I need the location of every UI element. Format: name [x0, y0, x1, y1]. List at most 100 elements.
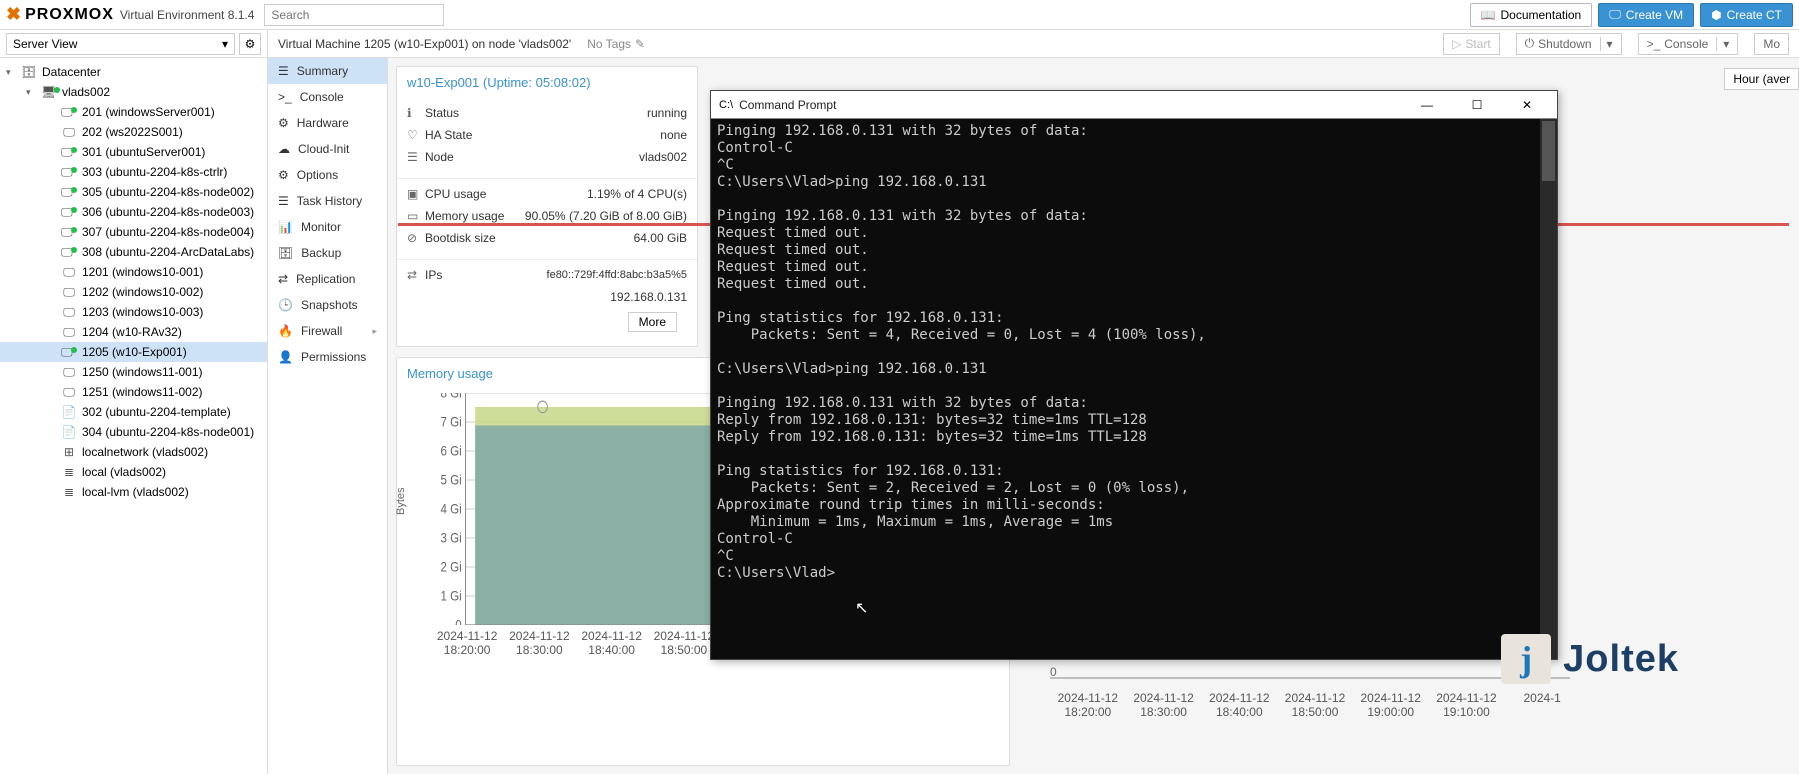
tree-item[interactable]: 🖵201 (windowsServer001)	[0, 102, 267, 122]
sidebar-item[interactable]: ⇄Replication	[268, 266, 387, 292]
sidebar-item[interactable]: ☁Cloud-Init	[268, 136, 387, 162]
breadcrumb: Virtual Machine 1205 (w10-Exp001) on nod…	[278, 37, 571, 51]
sidebar-item[interactable]: 🗄Backup	[268, 240, 387, 266]
sidebar-icon: ☁	[278, 142, 290, 156]
tree-item[interactable]: ≣local-lvm (vlads002)	[0, 482, 267, 502]
tree-item[interactable]: 🖵1204 (w10-RAv32)	[0, 322, 267, 342]
tree-item[interactable]: ≣local (vlads002)	[0, 462, 267, 482]
x-tick: 2024-11-1218:30:00	[1126, 691, 1202, 720]
tags-edit[interactable]: No Tags ✎	[587, 37, 645, 51]
cmd-scrollbar[interactable]	[1540, 119, 1557, 659]
tree-item-label: 1203 (windows10-003)	[82, 305, 203, 319]
tree-item[interactable]: 🖵1251 (windows11-002)	[0, 382, 267, 402]
settings-button[interactable]: ⚙	[239, 33, 261, 55]
sidebar-icon: ⚙	[278, 168, 289, 182]
tree-item[interactable]: 🖵305 (ubuntu-2204-k8s-node002)	[0, 182, 267, 202]
tree-item[interactable]: 🖵 308 (ubuntu-2204-ArcDataLabs)	[0, 242, 267, 262]
tree-item-label: 308 (ubuntu-2204-ArcDataLabs)	[82, 245, 254, 259]
sidebar-item-label: Monitor	[301, 220, 341, 234]
shutdown-label: Shutdown	[1538, 37, 1591, 51]
tree-item-label: 1250 (windows11-001)	[82, 365, 203, 379]
terminal-icon: >_	[1647, 37, 1661, 51]
node-icon: ⊞	[61, 445, 77, 459]
close-button[interactable]: ✕	[1505, 91, 1549, 119]
summary-panel: w10-Exp001 (Uptime: 05:08:02) ℹStatusrun…	[396, 66, 698, 347]
tree-item[interactable]: ▾🖥vlads002	[0, 82, 267, 102]
tree-item[interactable]: 🖵301 (ubuntuServer001)	[0, 142, 267, 162]
sidebar-item[interactable]: ⚙Options	[268, 162, 387, 188]
chevron-down-icon: ▾	[1600, 37, 1613, 51]
tree-item[interactable]: 🖵 1250 (windows11-001)	[0, 362, 267, 382]
sidebar-item[interactable]: 📊Monitor	[268, 214, 387, 240]
tree-item-label: vlads002	[62, 85, 110, 99]
tree-item[interactable]: 🖵307 (ubuntu-2204-k8s-node004)	[0, 222, 267, 242]
tree-item-label: 1251 (windows11-002)	[82, 385, 203, 399]
toolbar-row: Server View ▾ ⚙ Virtual Machine 1205 (w1…	[0, 30, 1799, 58]
tree-item[interactable]: 🖵 1203 (windows10-003)	[0, 302, 267, 322]
row-label: Memory usage	[425, 209, 515, 223]
sidebar-item[interactable]: 👤Permissions	[268, 344, 387, 370]
svg-text:3 Gi: 3 Gi	[440, 530, 461, 546]
node-icon: 🖵	[61, 245, 77, 260]
time-range-label: Hour (aver	[1733, 72, 1790, 86]
time-range-selector[interactable]: Hour (aver	[1724, 68, 1799, 90]
tree-item-label: local (vlads002)	[82, 465, 166, 479]
scroll-thumb[interactable]	[1542, 121, 1555, 181]
tree-item-label: 307 (ubuntu-2204-k8s-node004)	[82, 225, 254, 239]
cmd-titlebar[interactable]: C:\ Command Prompt ― ☐ ✕	[711, 91, 1557, 119]
sidebar-icon: ☰	[278, 194, 289, 208]
logo-icon: ✖	[6, 4, 21, 25]
x-tick: 2024-11-1218:50:00	[1277, 691, 1353, 720]
more-label: Mo	[1763, 37, 1780, 51]
search-input[interactable]	[264, 4, 444, 26]
tree-item-label: 1204 (w10-RAv32)	[82, 325, 182, 339]
tree-item[interactable]: 🖵1205 (w10-Exp001)	[0, 342, 267, 362]
console-label: Console	[1664, 37, 1708, 51]
tree-item-label: 201 (windowsServer001)	[82, 105, 215, 119]
tree-item[interactable]: 🖵202 (ws2022S001)	[0, 122, 267, 142]
node-icon: 🖵	[61, 305, 77, 320]
sidebar-icon: ⇄	[278, 272, 288, 286]
sidebar-item-label: Permissions	[301, 350, 366, 364]
more-button[interactable]: Mo	[1754, 33, 1789, 55]
sidebar-item[interactable]: 🔥Firewall▸	[268, 318, 387, 344]
command-prompt-window[interactable]: C:\ Command Prompt ― ☐ ✕ Pinging 192.168…	[710, 90, 1558, 660]
shutdown-button[interactable]: ⏻ Shutdown ▾	[1516, 33, 1622, 55]
start-button[interactable]: ▷ Start	[1443, 33, 1500, 55]
tree-item[interactable]: 🖵1201 (windows10-001)	[0, 262, 267, 282]
resource-tree[interactable]: ▾🗄Datacenter▾🖥vlads002🖵201 (windowsServe…	[0, 58, 268, 774]
sidebar-item[interactable]: ☰Task History	[268, 188, 387, 214]
sidebar-item[interactable]: ☰Summary	[268, 58, 387, 84]
tree-item[interactable]: 🖵1202 (windows10-002)	[0, 282, 267, 302]
view-selector[interactable]: Server View ▾	[6, 33, 235, 55]
more-ips-button[interactable]: More	[628, 312, 677, 332]
tree-item[interactable]: ⊞ localnetwork (vlads002)	[0, 442, 267, 462]
tree-header: Server View ▾ ⚙	[0, 30, 268, 58]
documentation-button[interactable]: 📖 Documentation	[1470, 3, 1593, 27]
svg-text:7 Gi: 7 Gi	[440, 414, 461, 430]
tree-item[interactable]: 📄304 (ubuntu-2204-k8s-node001)	[0, 422, 267, 442]
tree-item[interactable]: ▾🗄Datacenter	[0, 62, 267, 82]
node-icon: 🖵	[61, 345, 77, 360]
console-button[interactable]: >_ Console ▾	[1638, 33, 1739, 55]
tree-item-label: localnetwork (vlads002)	[82, 445, 208, 459]
node-icon: 🗄	[21, 65, 37, 79]
row-value: running	[515, 106, 687, 120]
sidebar-item[interactable]: >_Console	[268, 84, 387, 110]
tree-item[interactable]: 🖵303 (ubuntu-2204-k8s-ctrlr)	[0, 162, 267, 182]
create-ct-button[interactable]: ⬢ Create CT	[1700, 3, 1793, 27]
row-icon: ℹ	[407, 106, 425, 120]
node-icon: 🖵	[61, 365, 77, 380]
tree-item[interactable]: 🖵306 (ubuntu-2204-k8s-node003)	[0, 202, 267, 222]
maximize-button[interactable]: ☐	[1455, 91, 1499, 119]
cube-icon: ⬢	[1711, 8, 1721, 22]
sidebar-item[interactable]: 🕒Snapshots	[268, 292, 387, 318]
info-row: ♡HA Statenone	[407, 124, 687, 146]
ip-value-1: fe80::729f:4ffd:8abc:b3a5%5	[515, 269, 687, 281]
tree-item-label: 202 (ws2022S001)	[82, 125, 183, 139]
sidebar-item[interactable]: ⚙Hardware	[268, 110, 387, 136]
minimize-button[interactable]: ―	[1405, 91, 1449, 119]
summary-column: w10-Exp001 (Uptime: 05:08:02) ℹStatusrun…	[396, 66, 698, 766]
create-vm-button[interactable]: 🖵 Create VM	[1598, 3, 1694, 27]
tree-item[interactable]: 📄302 (ubuntu-2204-template)	[0, 402, 267, 422]
